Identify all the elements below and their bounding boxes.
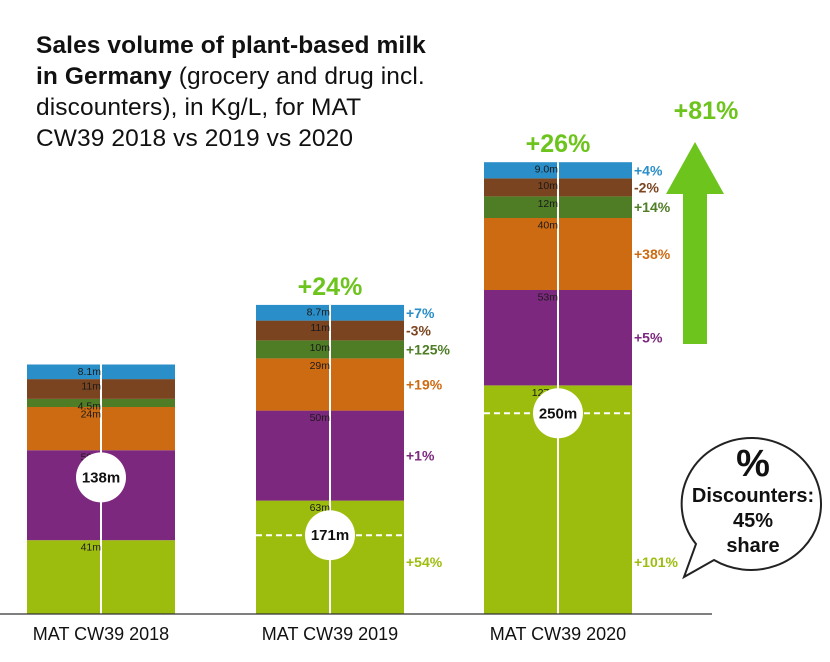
segment-value-label: 41m xyxy=(81,542,102,554)
callout-line-1: Discounters: xyxy=(691,485,815,507)
segment-value-label: 63m xyxy=(310,502,331,514)
overall-growth-label: +81% xyxy=(674,97,739,125)
chart-title-bold: Sales volume of plant-based milk in Germ… xyxy=(36,32,426,90)
segment-value-label: 24m xyxy=(81,409,102,421)
segment-growth-label: +101% xyxy=(634,554,679,570)
segment-growth-label: -2% xyxy=(634,179,659,195)
chart-title: Sales volume of plant-based milk in Germ… xyxy=(36,30,428,154)
discounter-callout: % Discounters: 45% share xyxy=(678,444,828,559)
callout-line-3: share xyxy=(726,535,780,557)
segment-growth-label: +7% xyxy=(406,305,435,321)
segment-value-label: 29m xyxy=(310,360,331,372)
segment-value-label: 10m xyxy=(538,180,559,192)
segment-growth-label: +4% xyxy=(634,162,663,178)
total-growth-label: +26% xyxy=(526,130,591,158)
segment-value-label: 53m xyxy=(538,292,559,304)
total-value-label: 171m xyxy=(311,527,349,544)
segment-value-label: 11m xyxy=(81,381,101,393)
total-badge xyxy=(76,452,126,503)
segment-value-label: 50m xyxy=(310,412,331,424)
percent-icon: % xyxy=(736,443,770,485)
segment-value-label: 10m xyxy=(310,342,331,354)
labels-group: 41m50m24m4.5m11m8.1m138m63m50m29m10m11m8… xyxy=(76,130,679,570)
segment-value-label: 11m xyxy=(310,322,330,334)
overall-growth-arrow xyxy=(666,142,724,344)
segment-value-label: 9.0m xyxy=(535,164,559,176)
segment-growth-label: +1% xyxy=(406,448,435,464)
segment-value-label: 4.5m xyxy=(78,400,102,412)
x-tick-label: MAT CW39 2018 xyxy=(33,624,169,644)
segment-value-label: 8.1m xyxy=(78,366,102,378)
segment-growth-label: +5% xyxy=(634,330,663,346)
callout-line-2: 45% xyxy=(732,510,774,532)
x-axis-labels: MAT CW39 2018 MAT CW39 2019 MAT CW39 2020 xyxy=(33,624,626,644)
chart-title-rest: (grocery and drug incl. discounters), in… xyxy=(36,63,425,152)
x-tick-label: MAT CW39 2019 xyxy=(262,624,398,644)
segment-growth-label: +14% xyxy=(634,199,671,215)
total-value-label: 138m xyxy=(82,469,120,486)
segment-value-label: 40m xyxy=(538,220,559,232)
segment-growth-label: +54% xyxy=(406,554,443,570)
total-value-label: 250m xyxy=(539,405,577,422)
x-tick-label: MAT CW39 2020 xyxy=(490,624,626,644)
total-growth-label: +24% xyxy=(298,273,363,301)
segment-growth-label: +38% xyxy=(634,246,671,262)
segment-value-label: 12m xyxy=(538,198,559,210)
bars-group xyxy=(27,162,632,614)
segment-growth-label: -3% xyxy=(406,323,431,339)
total-badge xyxy=(533,388,583,439)
total-badge xyxy=(305,510,355,561)
speech-bubble xyxy=(680,436,822,580)
segment-value-label: 8.7m xyxy=(307,306,331,318)
segment-growth-label: +19% xyxy=(406,377,443,393)
segment-growth-label: +125% xyxy=(406,341,451,357)
up-arrow-icon xyxy=(666,142,724,344)
